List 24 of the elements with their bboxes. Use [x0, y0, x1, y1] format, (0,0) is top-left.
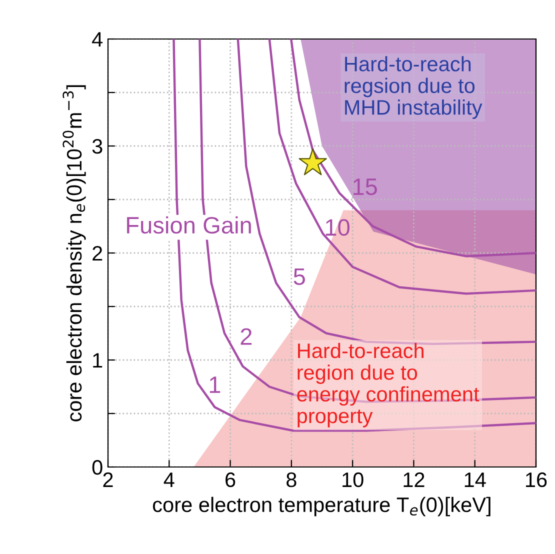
x-tick-label: 12 — [404, 472, 424, 487]
y-axis-title: core electron density n$_{e}$(0)[10$^{20}$m$^{−3}$] — [62, 85, 86, 422]
line-series — [268, 39, 536, 295]
series-label: 2 — [240, 328, 252, 345]
annotation: Hard-to-reach regsion due to MHD instability — [344, 56, 482, 119]
series-label: 1 — [210, 376, 220, 393]
x-tick-label: 4 — [164, 472, 174, 487]
series-label: 5 — [294, 268, 305, 286]
y-tick-label: 1 — [93, 353, 102, 368]
x-axis-title: core electron temperature T$_{e}$(0)[keV] — [152, 496, 490, 516]
x-tick-label: 14 — [464, 472, 486, 487]
y-tick-label: 0 — [92, 460, 102, 475]
y-tick-label: 2 — [92, 246, 102, 261]
series-label: 15 — [353, 178, 377, 196]
x-tick-label: 8 — [286, 472, 296, 488]
x-tick-label: 6 — [226, 472, 236, 488]
x-tick-label: 2 — [103, 472, 113, 487]
annotation: Fusion Gain — [127, 216, 251, 234]
series-label: 10 — [326, 219, 350, 236]
y-tick-label: 4 — [92, 32, 103, 47]
y-tick-label: 3 — [92, 139, 102, 154]
x-tick-label: 10 — [342, 472, 364, 488]
x-tick-label: 16 — [526, 472, 547, 488]
annotation: Hard-to-reach region due to energy confinement property — [297, 342, 480, 428]
